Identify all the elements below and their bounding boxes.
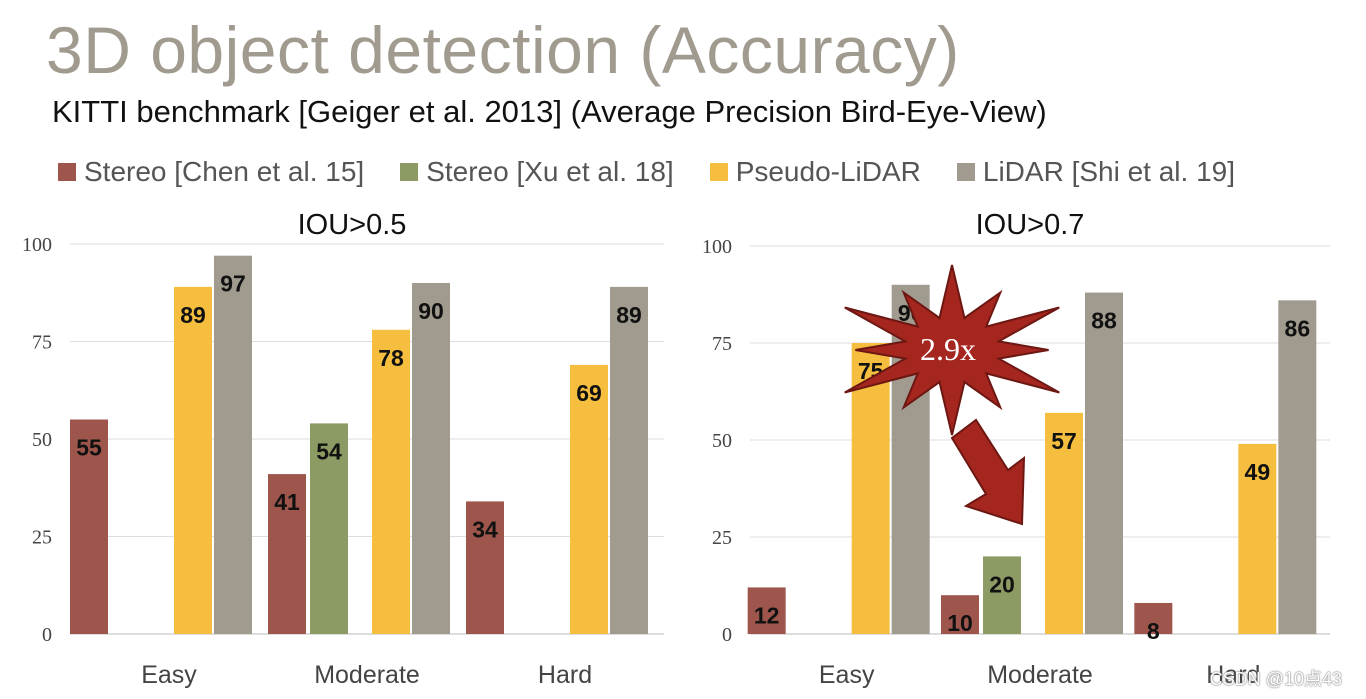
category-label: Moderate	[314, 661, 420, 689]
bar	[466, 501, 504, 634]
bar	[1278, 300, 1317, 634]
y-tick-label: 0	[42, 624, 52, 646]
category-label: Hard	[538, 661, 592, 689]
bar	[412, 283, 450, 634]
category-label: Easy	[819, 661, 875, 689]
y-tick-label: 50	[32, 429, 52, 451]
legend-swatch-lidar	[956, 163, 975, 181]
y-tick-label: 0	[722, 624, 732, 646]
bar	[610, 286, 648, 634]
bar-value-label: 57	[1051, 428, 1077, 454]
slide-title: 3D object detection (Accuracy)	[46, 13, 960, 87]
legend-label-pseudo-lidar: Pseudo-LiDAR	[735, 156, 921, 187]
bar-value-label: 34	[472, 516, 498, 542]
bar	[310, 423, 348, 634]
burst-shape	[844, 264, 1060, 436]
legend-swatch-pseudo-lidar	[709, 163, 728, 181]
y-tick-label: 75	[712, 333, 732, 355]
bar-value-label: 54	[316, 438, 342, 464]
bar-value-label: 10	[947, 610, 973, 636]
y-tick-label: 25	[712, 527, 732, 549]
bar-value-label: 55	[76, 435, 102, 461]
bar-value-label: 49	[1245, 459, 1271, 485]
arrow-shape	[950, 418, 1026, 526]
bar	[268, 474, 306, 634]
legend-label-lidar: LiDAR [Shi et al. 19]	[982, 156, 1236, 187]
y-tick-label: 50	[712, 430, 732, 452]
bar-value-label: 69	[576, 380, 602, 406]
bar-value-label: 86	[1285, 315, 1311, 341]
y-tick-label: 75	[32, 332, 52, 354]
bar	[372, 329, 410, 634]
slide-subtitle: KITTI benchmark [Geiger et al. 2013] (Av…	[52, 94, 1047, 129]
chart-legend: Stereo [Chen et al. 15] Stereo [Xu et al…	[58, 156, 1271, 188]
category-label: Moderate	[987, 661, 1093, 689]
bar	[70, 419, 108, 634]
bar-value-label: 89	[616, 302, 642, 328]
y-tick-label: 100	[702, 236, 732, 258]
bar-value-label: 12	[754, 602, 780, 628]
bar-value-label: 20	[989, 571, 1015, 597]
legend-swatch-chen	[58, 163, 76, 181]
bar-value-label: 8	[1147, 618, 1160, 644]
bar	[1045, 412, 1083, 634]
bar	[214, 255, 252, 634]
bar-value-label: 97	[220, 271, 246, 297]
legend-item-chen: Stereo [Chen et al. 15]	[58, 156, 364, 188]
bar	[1238, 443, 1277, 634]
legend-swatch-xu	[400, 163, 419, 181]
bar	[941, 595, 979, 634]
bar-value-label: 90	[418, 298, 444, 324]
category-label: Easy	[141, 661, 197, 689]
watermark: CSDN @10点43	[1209, 669, 1342, 689]
legend-item-pseudo-lidar: Pseudo-LiDAR	[709, 156, 921, 188]
chart-title: IOU>0.7	[976, 209, 1085, 241]
y-tick-label: 100	[22, 234, 52, 256]
bar-value-label: 78	[378, 345, 404, 371]
bar	[1134, 602, 1173, 634]
legend-label-chen: Stereo [Chen et al. 15]	[84, 156, 365, 187]
bar	[983, 556, 1021, 634]
bar	[174, 286, 212, 634]
bar-value-label: 88	[1091, 308, 1117, 334]
bar	[747, 587, 786, 634]
legend-label-xu: Stereo [Xu et al. 18]	[426, 156, 674, 187]
chart-title: IOU>0.5	[298, 209, 407, 241]
burst-label: 2.9x	[920, 331, 976, 367]
bar-value-label: 89	[180, 302, 206, 328]
y-tick-label: 25	[32, 527, 52, 549]
bar-value-label: 41	[274, 489, 300, 515]
bar	[851, 343, 890, 634]
legend-item-lidar: LiDAR [Shi et al. 19]	[956, 156, 1236, 188]
bar	[1085, 292, 1123, 634]
bar	[570, 364, 608, 634]
category-label: Hard	[1206, 661, 1260, 689]
legend-item-xu: Stereo [Xu et al. 18]	[400, 156, 674, 188]
